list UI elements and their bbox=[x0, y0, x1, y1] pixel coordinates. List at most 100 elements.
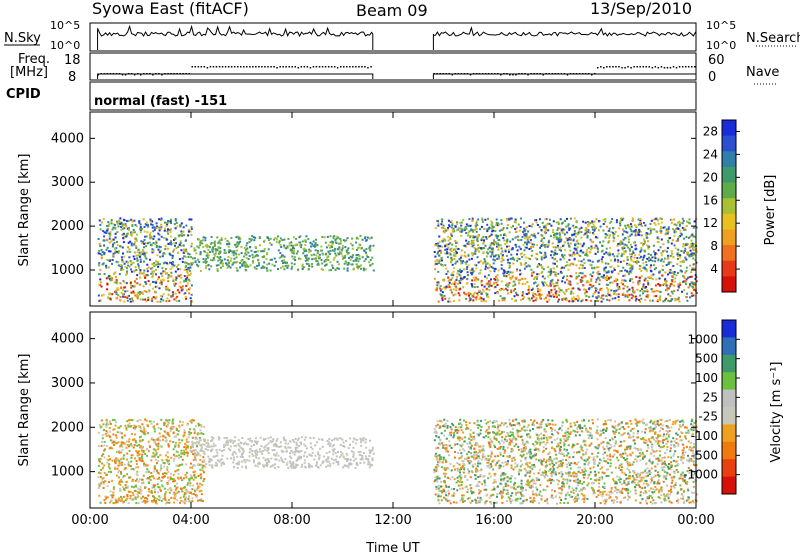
backscatter-cell bbox=[578, 230, 581, 233]
backscatter-cell bbox=[509, 271, 512, 274]
backscatter-cell bbox=[509, 240, 512, 243]
backscatter-cell bbox=[455, 260, 458, 263]
backscatter-cell bbox=[362, 267, 365, 270]
backscatter-cell bbox=[141, 457, 144, 460]
backscatter-cell bbox=[455, 286, 458, 289]
backscatter-cell bbox=[183, 429, 186, 432]
nave-point bbox=[267, 66, 269, 68]
backscatter-cell bbox=[587, 229, 590, 231]
backscatter-cell bbox=[478, 246, 481, 249]
backscatter-cell bbox=[135, 246, 138, 249]
backscatter-cell bbox=[109, 297, 112, 300]
backscatter-cell bbox=[678, 286, 681, 289]
backscatter-cell bbox=[642, 243, 645, 245]
backscatter-cell bbox=[371, 459, 374, 462]
backscatter-cell bbox=[173, 248, 176, 251]
backscatter-cell bbox=[682, 243, 685, 245]
backscatter-cell bbox=[497, 239, 500, 242]
backscatter-cell bbox=[531, 243, 534, 246]
backscatter-cell bbox=[689, 284, 692, 287]
backscatter-cell bbox=[351, 237, 354, 240]
backscatter-cell bbox=[453, 251, 456, 254]
nave-point bbox=[675, 67, 678, 69]
backscatter-cell bbox=[552, 267, 555, 270]
backscatter-cell bbox=[327, 255, 330, 258]
backscatter-cell bbox=[577, 275, 580, 277]
backscatter-cell bbox=[467, 243, 470, 245]
backscatter-cell bbox=[245, 443, 248, 446]
backscatter-cell bbox=[555, 221, 558, 224]
backscatter-cell bbox=[173, 298, 176, 301]
backscatter-cell bbox=[185, 491, 188, 494]
power-x-ticks bbox=[89, 112, 697, 306]
backscatter-cell bbox=[632, 288, 634, 291]
backscatter-cell bbox=[574, 243, 577, 246]
backscatter-cell bbox=[280, 246, 283, 248]
backscatter-cell bbox=[183, 275, 186, 278]
backscatter-cell bbox=[545, 243, 548, 246]
backscatter-cell bbox=[684, 228, 687, 231]
backscatter-cell bbox=[454, 245, 457, 248]
backscatter-cell bbox=[585, 289, 587, 292]
backscatter-cell bbox=[170, 240, 172, 243]
nave-point bbox=[539, 73, 541, 75]
backscatter-cell bbox=[460, 234, 463, 237]
backscatter-cell bbox=[595, 227, 597, 230]
backscatter-cell bbox=[629, 249, 632, 252]
backscatter-cell bbox=[136, 444, 139, 447]
backscatter-cell bbox=[157, 460, 160, 462]
backscatter-cell bbox=[136, 282, 139, 285]
backscatter-cell bbox=[139, 446, 141, 449]
backscatter-cell bbox=[468, 258, 471, 261]
backscatter-cell bbox=[120, 451, 123, 454]
backscatter-cell bbox=[133, 231, 136, 234]
backscatter-cell bbox=[219, 242, 222, 245]
nave-point bbox=[518, 73, 520, 75]
backscatter-cell bbox=[493, 277, 496, 280]
backscatter-cell bbox=[463, 276, 466, 278]
backscatter-cell bbox=[485, 292, 488, 295]
backscatter-cell bbox=[506, 238, 509, 241]
backscatter-cell bbox=[536, 273, 539, 276]
backscatter-cell bbox=[654, 260, 657, 263]
backscatter-cell bbox=[523, 249, 526, 252]
backscatter-cell bbox=[223, 249, 226, 252]
backscatter-cell bbox=[581, 276, 584, 279]
backscatter-cell bbox=[187, 491, 190, 494]
backscatter-cell bbox=[660, 252, 663, 255]
backscatter-cell bbox=[109, 430, 112, 433]
backscatter-cell bbox=[148, 290, 151, 293]
backscatter-cell bbox=[657, 257, 660, 260]
backscatter-cell bbox=[130, 286, 133, 289]
backscatter-cell bbox=[130, 419, 133, 421]
backscatter-cell bbox=[137, 425, 140, 428]
backscatter-cell bbox=[616, 284, 619, 287]
backscatter-cell bbox=[580, 281, 583, 283]
backscatter-cell bbox=[323, 260, 326, 263]
backscatter-cell bbox=[626, 224, 629, 227]
backscatter-cell bbox=[536, 275, 539, 278]
colorbar-tick-label: 20 bbox=[703, 170, 718, 184]
backscatter-cell bbox=[523, 227, 526, 230]
backscatter-cell bbox=[361, 458, 364, 461]
backscatter-cell bbox=[490, 284, 493, 287]
backscatter-cell bbox=[235, 253, 238, 256]
backscatter-cell bbox=[456, 247, 459, 250]
backscatter-cell bbox=[163, 495, 166, 498]
nave-point bbox=[230, 66, 233, 68]
backscatter-cell bbox=[229, 259, 232, 262]
backscatter-cell bbox=[626, 270, 628, 273]
backscatter-cell bbox=[662, 260, 665, 263]
backscatter-cell bbox=[173, 435, 176, 438]
backscatter-cell bbox=[610, 231, 613, 233]
backscatter-cell bbox=[497, 248, 500, 251]
backscatter-cell bbox=[292, 440, 295, 443]
backscatter-cell bbox=[205, 257, 208, 260]
backscatter-cell bbox=[475, 296, 478, 299]
backscatter-cell bbox=[449, 248, 452, 251]
backscatter-cell bbox=[590, 286, 593, 289]
backscatter-cell bbox=[624, 269, 627, 272]
backscatter-cell bbox=[480, 237, 483, 240]
backscatter-cell bbox=[261, 453, 264, 455]
nave-point bbox=[212, 66, 215, 68]
